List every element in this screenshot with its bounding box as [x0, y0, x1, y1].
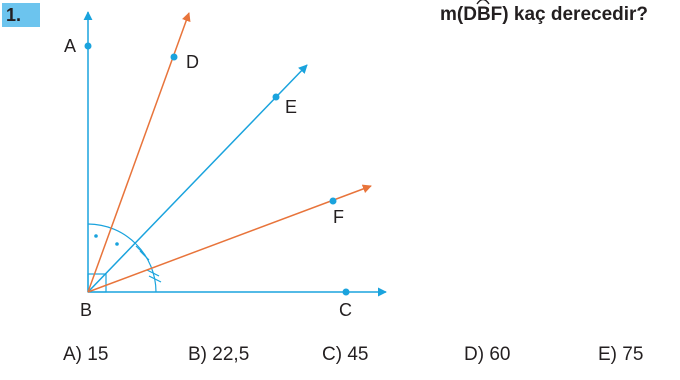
option-c[interactable]: C) 45: [322, 344, 369, 365]
angle-tick-mark-3: [146, 269, 160, 277]
label-C: C: [339, 300, 352, 320]
option-d[interactable]: D) 60: [464, 344, 511, 365]
angle-arc-ABE: [87, 223, 137, 245]
question-prefix: m(: [440, 4, 464, 25]
angle-tick-mark-2: [139, 250, 150, 261]
label-A: A: [64, 36, 76, 56]
label-B: B: [80, 300, 92, 320]
question-angle-name: DBF: [463, 4, 503, 25]
angle-dot-mark-1: [94, 234, 98, 238]
option-b[interactable]: B) 22,5: [188, 344, 250, 365]
label-F: F: [333, 207, 344, 227]
angle-arc-EBC: [135, 243, 157, 293]
point-F: [329, 197, 337, 205]
option-e[interactable]: E) 75: [598, 344, 644, 365]
angle-notation: DBF: [463, 0, 503, 26]
question-number: 1.: [2, 3, 40, 27]
angle-tick-mark-1: [135, 245, 146, 256]
angle-tick-mark-4: [148, 275, 162, 283]
option-a[interactable]: A) 15: [63, 344, 109, 365]
angle-hat-mark: [476, 0, 490, 5]
geometry-figure: A D E F B C: [64, 11, 387, 320]
point-E: [272, 93, 280, 101]
label-D: D: [186, 52, 199, 72]
ray-BE: [87, 64, 308, 293]
point-A: [84, 42, 92, 50]
label-E: E: [285, 97, 297, 117]
question-text: m(DBF) kaç derecedir?: [440, 0, 649, 26]
point-C: [342, 288, 350, 296]
answer-options: A) 15 B) 22,5 C) 45 D) 60 E) 75: [0, 344, 680, 374]
angle-dot-mark-2: [115, 242, 119, 246]
question-suffix: ) kaç derecedir?: [502, 4, 649, 25]
point-D: [170, 53, 178, 61]
ray-BF: [87, 184, 372, 293]
